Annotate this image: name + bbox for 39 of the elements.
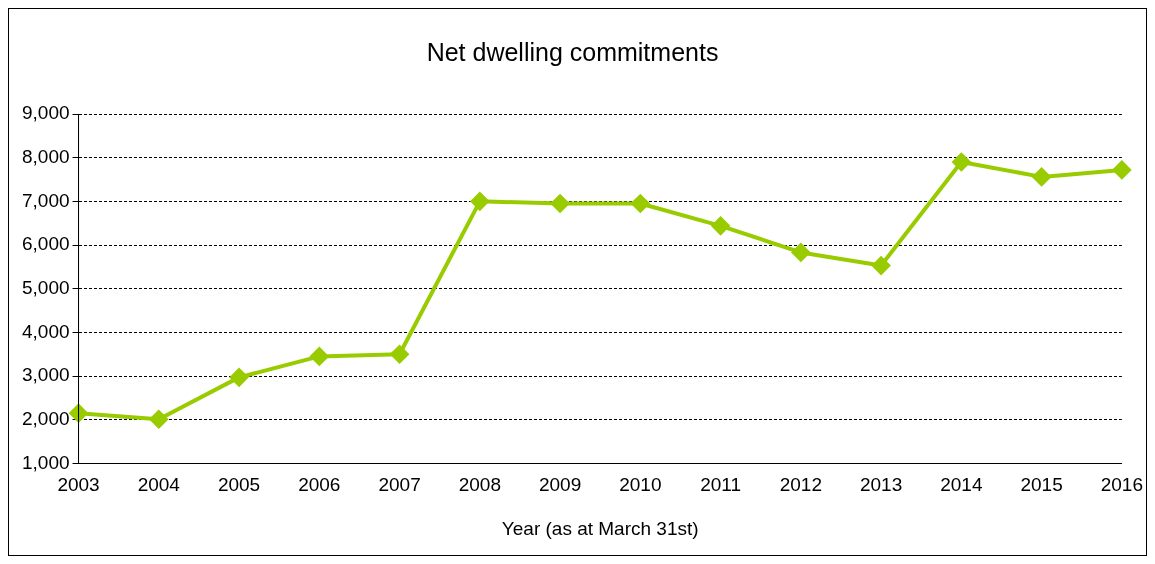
x-tick-label: 2015 bbox=[1020, 474, 1063, 496]
point bbox=[1112, 160, 1131, 179]
point bbox=[791, 243, 810, 262]
chart-title: Net dwelling commitments bbox=[426, 37, 719, 66]
x-tick-label: 2005 bbox=[217, 474, 261, 496]
y-tick-label: 8,000 bbox=[22, 145, 70, 167]
y-tick-label: 9,000 bbox=[22, 102, 70, 124]
point bbox=[69, 404, 88, 423]
y-tick-label: 1,000 bbox=[22, 451, 70, 473]
point bbox=[952, 153, 971, 172]
point bbox=[230, 368, 249, 387]
x-axis-title: Year (as at March 31st) bbox=[501, 517, 699, 539]
point bbox=[1032, 167, 1051, 186]
x-tick-label: 2003 bbox=[57, 474, 100, 496]
point bbox=[711, 216, 730, 235]
point bbox=[551, 194, 570, 213]
x-tick-label: 2016 bbox=[1100, 474, 1144, 496]
y-tick-label: 3,000 bbox=[22, 364, 70, 386]
point bbox=[470, 192, 489, 211]
y-tick-label: 7,000 bbox=[22, 189, 70, 211]
x-tick-label: 2010 bbox=[619, 474, 662, 496]
x-tick-label: 2006 bbox=[298, 474, 341, 496]
point bbox=[872, 256, 891, 275]
x-tick-label: 2013 bbox=[859, 474, 903, 496]
y-tick-label: 2,000 bbox=[22, 407, 70, 429]
point bbox=[310, 347, 329, 366]
x-tick-label: 2014 bbox=[940, 474, 983, 496]
x-tick-label: 2012 bbox=[779, 474, 822, 496]
point bbox=[149, 410, 168, 429]
point bbox=[631, 194, 650, 213]
y-tick-label: 6,000 bbox=[22, 233, 70, 255]
y-tick-label: 4,000 bbox=[22, 320, 70, 342]
x-tick-label: 2007 bbox=[378, 474, 421, 496]
point bbox=[390, 345, 409, 364]
x-tick-label: 2011 bbox=[700, 474, 742, 496]
x-tick-label: 2009 bbox=[538, 474, 582, 496]
x-tick-label: 2008 bbox=[458, 474, 501, 496]
y-tick-label: 5,000 bbox=[22, 276, 70, 298]
x-tick-label: 2004 bbox=[137, 474, 181, 496]
